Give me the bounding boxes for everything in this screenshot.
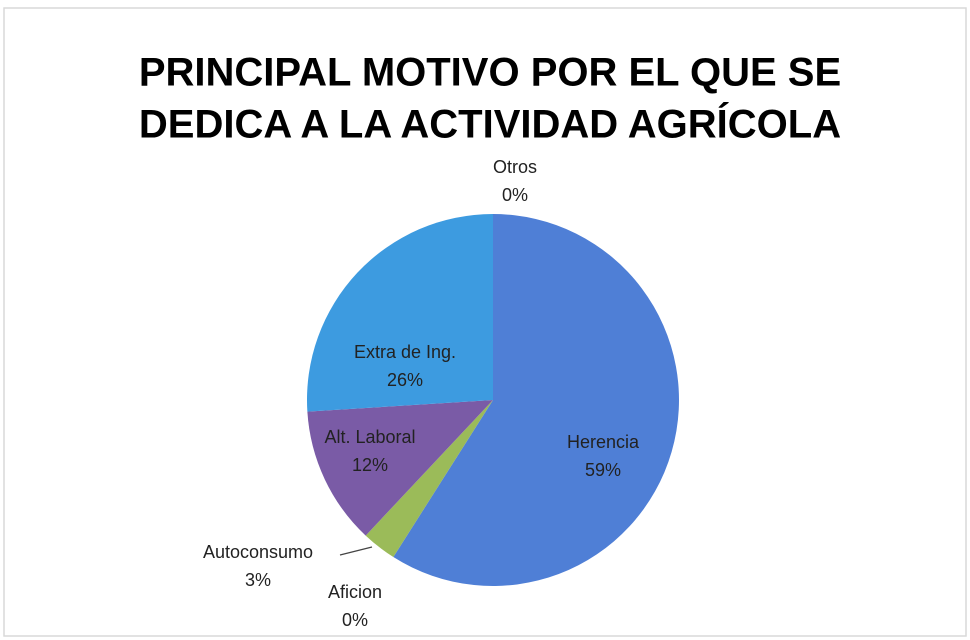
pie-slice xyxy=(307,400,493,536)
pie-slice xyxy=(365,400,493,558)
slice-value-label: 0% xyxy=(342,610,368,630)
slice-value-label: 59% xyxy=(585,460,621,480)
slice-category-label: Extra de Ing. xyxy=(354,342,456,362)
leader-line xyxy=(339,546,373,556)
slice-value-label: 0% xyxy=(502,185,528,205)
pie-slice xyxy=(307,214,493,412)
slice-category-label: Alt. Laboral xyxy=(324,427,415,447)
slice-category-label: Otros xyxy=(493,157,537,177)
slice-category-label: Herencia xyxy=(567,432,640,452)
slice-value-label: 12% xyxy=(352,455,388,475)
slice-value-label: 3% xyxy=(245,570,271,590)
pie-slice xyxy=(393,214,679,586)
slice-category-label: Autoconsumo xyxy=(203,542,313,562)
slice-value-label: 26% xyxy=(387,370,423,390)
slice-category-label: Aficion xyxy=(328,582,382,602)
chart-title: DEDICA A LA ACTIVIDAD AGRÍCOLA xyxy=(139,102,841,147)
chart-title: PRINCIPAL MOTIVO POR EL QUE SE xyxy=(139,51,841,95)
